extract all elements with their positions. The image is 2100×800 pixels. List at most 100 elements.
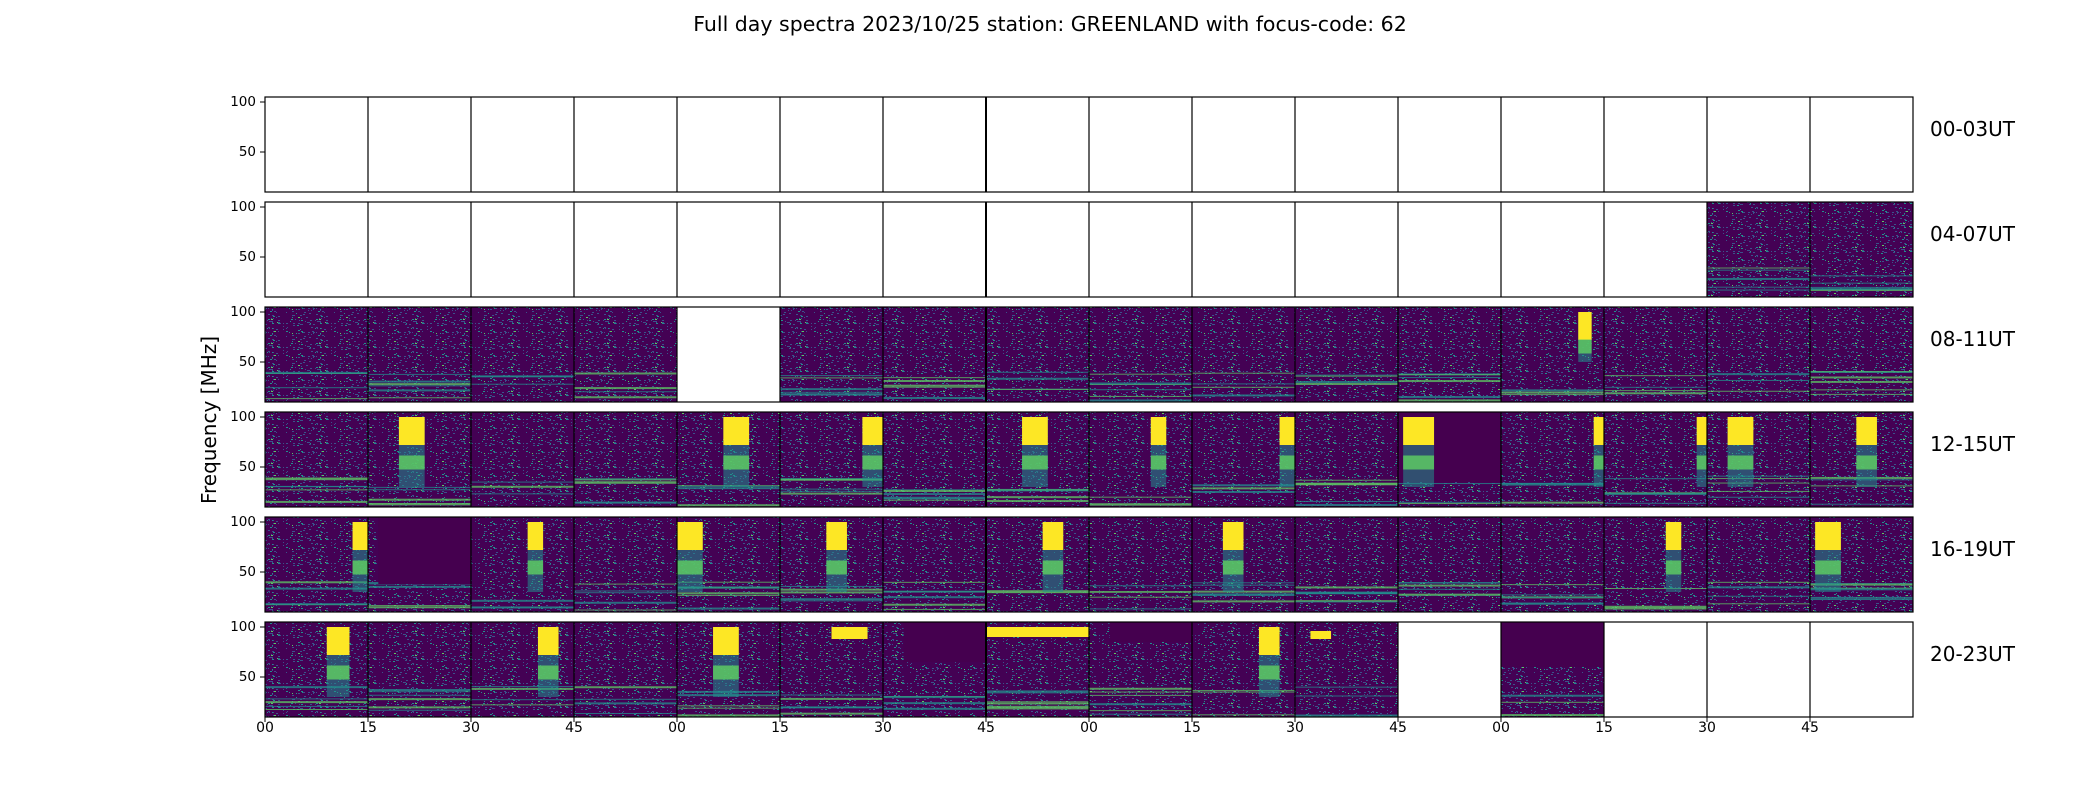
spectrum-panel: [471, 517, 574, 612]
x-tick-label: 00: [1492, 720, 1510, 736]
radio-burst: [1258, 627, 1280, 697]
radio-burst: [1696, 417, 1707, 487]
y-tick-label: 50: [238, 354, 256, 370]
spectrum-panel: [471, 412, 574, 507]
y-tick-label: 50: [238, 249, 256, 265]
spectrum-panel: [265, 622, 368, 717]
x-tick-label: 00: [256, 720, 274, 736]
radio-burst: [862, 417, 883, 487]
spectrum-panel: [1295, 412, 1398, 507]
radio-burst: [527, 522, 544, 592]
radio-burst: [326, 627, 350, 697]
spectrum-panel: [1604, 307, 1707, 402]
row-time-label: 08-11UT: [1930, 327, 2015, 351]
radio-burst: [723, 417, 750, 487]
spectrum-panel: [1604, 517, 1707, 612]
spectrum-panel: [368, 307, 471, 402]
x-tick-label: 45: [1801, 720, 1819, 736]
y-tick-label: 100: [230, 304, 256, 320]
spectrum-panel: [883, 517, 986, 612]
spectrum-panel: [1604, 412, 1707, 507]
spectrum-panel: [1501, 517, 1604, 612]
spectrum-panel: [883, 412, 986, 507]
x-tick-label: 45: [1389, 720, 1407, 736]
y-tick-label: 100: [230, 199, 256, 215]
spectrum-panel: [1295, 517, 1398, 612]
row-time-label: 04-07UT: [1930, 222, 2015, 246]
x-tick-label: 15: [1595, 720, 1613, 736]
radio-burst: [1593, 417, 1604, 487]
spectrum-panel: [1398, 517, 1501, 612]
spectrum-panel: [1192, 622, 1295, 717]
radio-burst: [1578, 312, 1592, 362]
spectrum-panel: [574, 622, 677, 717]
spectrum-panel: [1089, 307, 1192, 402]
x-tick-label: 30: [1286, 720, 1304, 736]
radio-burst: [1150, 417, 1167, 487]
spectrum-panel: [471, 307, 574, 402]
y-tick-label: 50: [238, 459, 256, 475]
y-tick-label: 100: [230, 514, 256, 530]
row-time-label: 12-15UT: [1930, 432, 2015, 456]
spectrum-panel: [1707, 307, 1810, 402]
spectrum-panel: [1707, 412, 1810, 507]
row-time-label: 16-19UT: [1930, 537, 2015, 561]
spectrum-panel: [1707, 202, 1810, 297]
x-tick-label: 15: [771, 720, 789, 736]
spectrum-panel: [574, 412, 677, 507]
y-tick-label: 100: [230, 619, 256, 635]
spectrum-panel: [986, 622, 1089, 717]
radio-burst: [677, 522, 703, 592]
spectrum-panel: [883, 307, 986, 402]
row-time-label: 20-23UT: [1930, 642, 2015, 666]
spectrum-panel: [265, 307, 368, 402]
x-tick-label: 00: [668, 720, 686, 736]
spectrum-panel: [574, 307, 677, 402]
spectrum-panel: [986, 307, 1089, 402]
chart-title: Full day spectra 2023/10/25 station: GRE…: [693, 12, 1407, 36]
spectrum-panel: [1192, 307, 1295, 402]
radio-burst: [1222, 522, 1244, 592]
radio-burst: [1665, 522, 1682, 592]
row-time-label: 00-03UT: [1930, 117, 2015, 141]
radio-burst: [1279, 417, 1295, 487]
radio-burst: [826, 522, 847, 592]
x-tick-label: 30: [874, 720, 892, 736]
spectrum-panel: [1810, 202, 1913, 297]
radio-burst: [1042, 522, 1064, 592]
radio-burst: [1815, 522, 1841, 592]
radio-burst: [398, 417, 425, 487]
radio-burst: [1727, 417, 1754, 487]
radio-burst: [986, 627, 1089, 637]
x-tick-label: 45: [565, 720, 583, 736]
y-tick-label: 50: [238, 144, 256, 160]
x-tick-label: 30: [462, 720, 480, 736]
quiet-region: [1109, 622, 1192, 642]
spectrum-panel: [1089, 517, 1192, 612]
spectrum-panel: [1707, 517, 1810, 612]
radio-burst: [1022, 417, 1048, 487]
spectrum-panel: [574, 517, 677, 612]
y-tick-label: 50: [238, 564, 256, 580]
spectrum-panel: [1398, 307, 1501, 402]
spectrum-panel: [780, 307, 883, 402]
quiet-region: [903, 622, 986, 662]
spectrum-panel: [1810, 307, 1913, 402]
spectrum-panel: [1295, 307, 1398, 402]
spectrum-panel: [1501, 412, 1604, 507]
radio-burst: [831, 627, 868, 639]
spectrum-panel: [265, 412, 368, 507]
x-tick-label: 45: [977, 720, 995, 736]
radio-burst: [352, 522, 368, 592]
spectrum-panel: [1089, 412, 1192, 507]
x-tick-label: 30: [1698, 720, 1716, 736]
radio-burst: [1856, 417, 1877, 487]
radio-burst: [1403, 417, 1435, 487]
spectrum-panel: [368, 622, 471, 717]
radio-burst: [537, 627, 559, 697]
quiet-region: [378, 517, 471, 584]
spectrum-panel: [1192, 412, 1295, 507]
x-tick-label: 15: [1183, 720, 1201, 736]
y-tick-label: 100: [230, 409, 256, 425]
